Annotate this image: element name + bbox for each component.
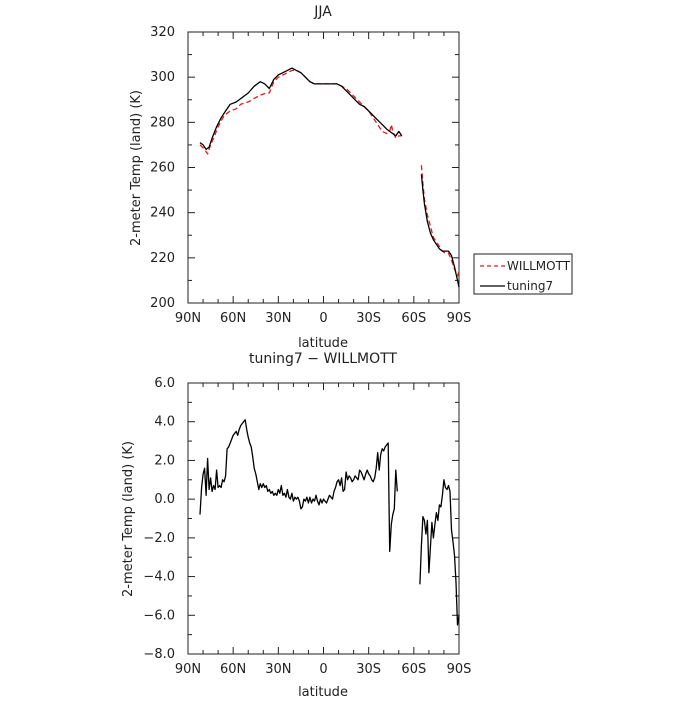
top-y-tick-label: 220	[150, 251, 175, 266]
top-y-tick-label: 240	[150, 206, 175, 221]
top-series-willmott-line-1	[420, 165, 460, 277]
bottom-y-tick-label: −2.0	[143, 531, 175, 546]
bottom-x-tick-label: 30N	[265, 662, 291, 677]
bottom-x-tick-label: 90N	[175, 662, 201, 677]
bottom-y-tick-label: 4.0	[154, 415, 175, 430]
bottom-chart: tuning7 − WILLMOTT 90N 60N 30N 0 30S 60S 90S −8…	[121, 351, 471, 700]
top-x-tick-label: 90S	[447, 311, 472, 326]
top-chart: JJA 90N 60N 30N 0 30S 60S 90S 200 220 240 260 280 30…	[129, 4, 573, 351]
bottom-x-tick-label: 90S	[447, 662, 472, 677]
bottom-x-tick-label: 30S	[356, 662, 381, 677]
legend-label-willmott: WILLMOTT	[507, 259, 571, 273]
top-y-tick-label: 320	[150, 25, 175, 40]
bottom-x-tick-label: 0	[319, 662, 327, 677]
bottom-series-diff-line-0	[199, 419, 398, 553]
top-x-tick-label: 30S	[356, 311, 381, 326]
bottom-x-tick-label: 60N	[220, 662, 246, 677]
top-y-tick-label: 200	[150, 296, 175, 311]
top-chart-title: JJA	[313, 4, 332, 20]
top-series-tuning7-line-1	[420, 174, 460, 288]
top-y-tick-label: 280	[150, 115, 175, 130]
bottom-y-tick-label: −4.0	[143, 570, 175, 585]
top-y-axis-label: 2-meter Temp (land) (K)	[129, 90, 144, 246]
bottom-y-tick-label: −8.0	[143, 647, 175, 662]
top-x-axis-label: latitude	[298, 336, 348, 351]
bottom-y-tick-label: 6.0	[154, 376, 175, 391]
legend: WILLMOTT tuning7	[473, 253, 573, 295]
top-y-tick-label: 260	[150, 161, 175, 176]
bottom-y-tick-label: −6.0	[143, 608, 175, 623]
top-series-tuning7-line-0	[199, 67, 403, 151]
top-x-tick-label: 60N	[220, 311, 246, 326]
bottom-x-tick-label: 60S	[401, 662, 426, 677]
top-x-tick-label: 60S	[401, 311, 426, 326]
legend-label-tuning7: tuning7	[507, 279, 553, 293]
bottom-series-diff-line-1	[419, 479, 460, 626]
bottom-y-tick-label: 2.0	[154, 453, 175, 468]
top-x-tick-label: 30N	[265, 311, 291, 326]
top-x-tick-label: 90N	[175, 311, 201, 326]
legend-box	[473, 253, 573, 295]
bottom-x-axis-label: latitude	[298, 685, 348, 700]
top-y-tick-label: 300	[150, 70, 175, 85]
bottom-chart-title: tuning7 − WILLMOTT	[249, 351, 397, 367]
top-x-tick-label: 0	[319, 311, 327, 326]
bottom-y-axis-label: 2-meter Temp (land) (K)	[121, 441, 136, 597]
bottom-y-tick-label: 0.0	[154, 492, 175, 507]
